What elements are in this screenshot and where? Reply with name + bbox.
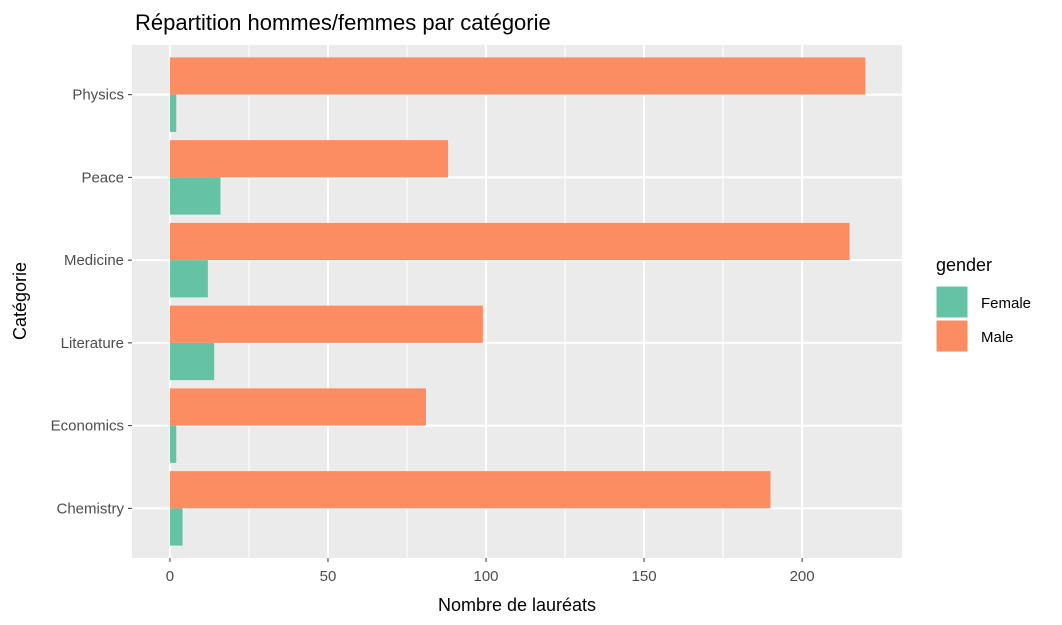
bars [169, 57, 866, 546]
legend-label-female: Female [981, 295, 1031, 312]
legend: gender Female Male [935, 255, 1031, 353]
legend-label-male: Male [981, 329, 1014, 346]
bar-female-peace [169, 177, 221, 215]
bar-male-literature [169, 305, 483, 343]
bar-female-chemistry [169, 508, 183, 546]
y-tick-label: Peace [81, 169, 124, 186]
legend-key-male [935, 319, 969, 353]
x-tick-label: 200 [790, 568, 815, 585]
bar-male-economics [169, 388, 426, 426]
legend-key-female [935, 285, 969, 319]
x-tick-label: 50 [320, 568, 337, 585]
bar-female-physics [169, 94, 177, 132]
bar-female-medicine [169, 260, 208, 298]
x-axis-title: Nombre de lauréats [438, 595, 596, 615]
chart-title: Répartition hommes/femmes par catégorie [135, 10, 551, 35]
y-tick-label: Literature [61, 335, 124, 352]
x-tick-label: 0 [166, 568, 174, 585]
bar-male-physics [169, 57, 866, 95]
bar-male-peace [169, 140, 449, 178]
y-tick-label: Physics [72, 87, 124, 104]
x-tick-label: 150 [632, 568, 657, 585]
x-axis: 0 50 100 150 200 [166, 558, 815, 585]
y-axis-title: Catégorie [10, 262, 30, 340]
y-axis: Chemistry Economics Literature Medicine Peac… [51, 87, 132, 517]
bar-female-economics [169, 425, 177, 463]
bar-male-medicine [169, 222, 850, 261]
y-tick-label: Medicine [64, 252, 124, 269]
bar-male-chemistry [169, 471, 771, 509]
y-tick-label: Chemistry [56, 500, 124, 517]
y-tick-label: Economics [51, 418, 124, 435]
bar-female-literature [169, 342, 215, 381]
x-tick-label: 100 [474, 568, 499, 585]
legend-title: gender [936, 255, 992, 275]
